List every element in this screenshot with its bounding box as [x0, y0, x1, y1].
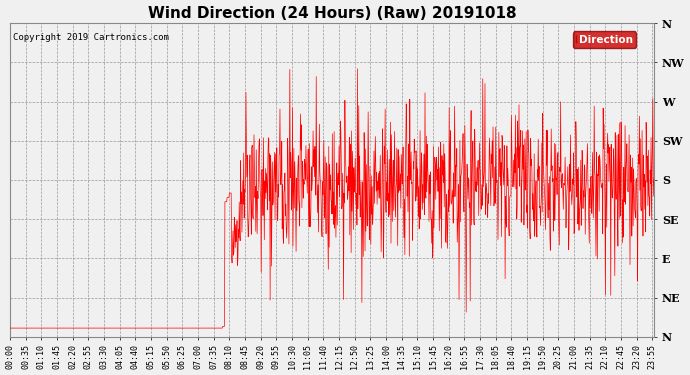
Title: Wind Direction (24 Hours) (Raw) 20191018: Wind Direction (24 Hours) (Raw) 20191018	[148, 6, 516, 21]
Text: Copyright 2019 Cartronics.com: Copyright 2019 Cartronics.com	[13, 33, 169, 42]
Legend: Direction: Direction	[573, 32, 636, 48]
